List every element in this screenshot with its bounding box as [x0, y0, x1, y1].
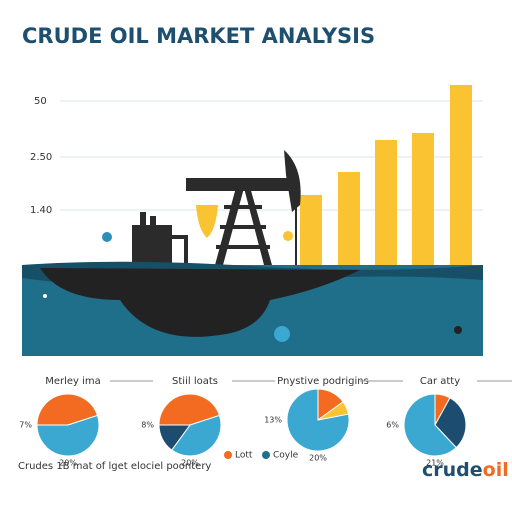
legend-label: Lott — [235, 451, 253, 461]
pie-slice — [286, 388, 350, 452]
pie-label: 8% — [141, 421, 154, 430]
dot — [283, 231, 293, 241]
pie-label: 20% — [309, 454, 327, 463]
beam — [186, 178, 292, 191]
axis-label: 50 — [34, 96, 47, 107]
pie-slice — [403, 393, 457, 457]
axis-label: 1.40 — [30, 205, 52, 216]
bar — [375, 140, 397, 267]
bars — [300, 85, 472, 267]
legend: Lott Coyle — [224, 451, 299, 461]
derrick — [220, 225, 266, 229]
derrick — [216, 245, 270, 249]
machine — [150, 216, 156, 227]
machine — [140, 212, 146, 227]
logo-part: crude — [422, 459, 483, 481]
pie-label: 6% — [386, 421, 399, 430]
pie-title: Car atty — [420, 376, 460, 387]
legend-swatch — [224, 451, 232, 459]
pie-slice — [171, 414, 222, 457]
oil-slick — [40, 268, 360, 337]
legend-label: Coyle — [273, 451, 299, 461]
pipe — [172, 235, 188, 265]
pie-slice — [36, 414, 100, 457]
pie-label: 20% — [181, 459, 199, 468]
bar — [338, 172, 360, 267]
derrick — [215, 180, 272, 265]
bar — [412, 133, 434, 267]
bar — [300, 195, 322, 267]
pies: Merley ima 7% 20% Stiil loats 8% 20% Pnystive … — [19, 376, 512, 468]
bubble — [43, 294, 47, 298]
pie-label: 21% — [426, 459, 444, 468]
pie-slice — [158, 393, 221, 426]
derrick — [224, 205, 262, 209]
bubble — [274, 326, 290, 342]
drop — [196, 205, 218, 238]
pie-label: 20% — [59, 459, 77, 468]
bubble — [454, 326, 462, 334]
bar — [450, 85, 472, 267]
legend-swatch — [262, 451, 270, 459]
dot — [102, 232, 112, 242]
pie-slice — [36, 393, 99, 426]
pie-label: 7% — [19, 421, 32, 430]
pie-slice — [158, 424, 191, 451]
pie-slice — [434, 397, 467, 449]
pie-title: Merley ima — [45, 376, 101, 387]
horse-head — [284, 150, 301, 212]
title: CRUDE OIL MARKET ANALYSIS — [22, 24, 375, 48]
pie-title: Pnystive podrigins — [277, 376, 369, 387]
logo: crudeoil — [422, 459, 509, 481]
machine — [132, 225, 172, 265]
pie-label: 13% — [264, 416, 282, 425]
pie-title: Stiil loats — [172, 376, 218, 387]
logo-part: oil — [483, 459, 509, 481]
footer: Crudes 1B mat of lget elociel poontery — [18, 461, 211, 472]
axis-label: 2.50 — [30, 152, 52, 163]
pump-jack — [132, 150, 301, 265]
